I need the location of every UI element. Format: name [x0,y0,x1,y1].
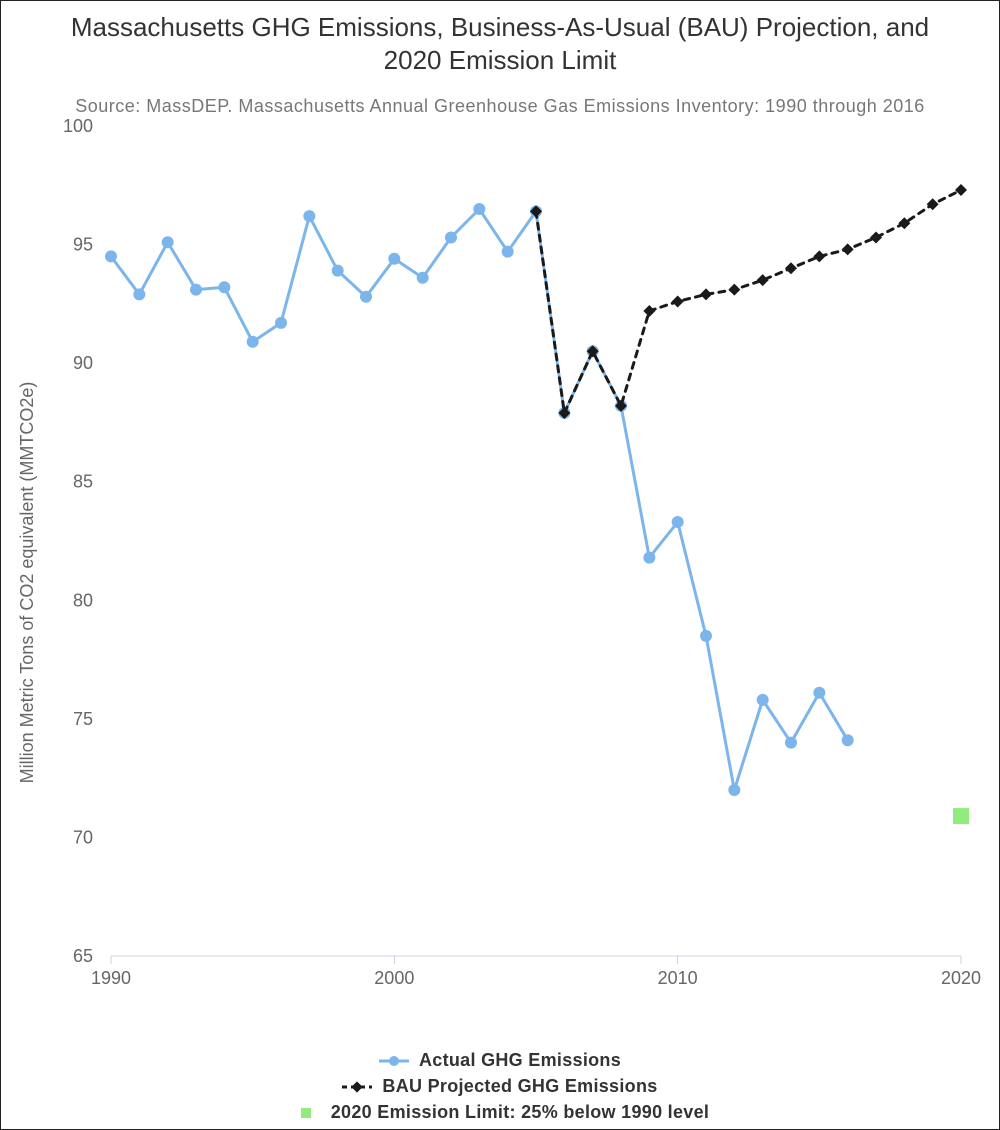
series-marker [162,236,174,248]
y-tick-label: 70 [73,828,93,848]
series-marker [672,296,684,308]
y-tick-label: 95 [73,235,93,255]
series-marker [842,734,854,746]
legend-label-bau: BAU Projected GHG Emissions [382,1076,657,1097]
legend-row-bau[interactable]: BAU Projected GHG Emissions [1,1076,999,1097]
series-line [111,209,848,790]
legend-sample-limit [291,1106,321,1120]
series-marker [303,210,315,222]
series-marker [700,630,712,642]
y-tick-label: 85 [73,472,93,492]
series-marker [785,737,797,749]
y-tick-label: 90 [73,353,93,373]
series-marker [417,272,429,284]
series-marker [275,317,287,329]
x-tick-label: 1990 [91,968,131,988]
series-marker [672,516,684,528]
series-marker [643,305,655,317]
series-marker [813,251,825,263]
chart-frame: { "title": "Massachusetts GHG Emissions,… [0,0,1000,1130]
series-marker [643,552,655,564]
series-marker [728,784,740,796]
series-marker [332,265,344,277]
series-marker [870,232,882,244]
y-tick-label: 80 [73,591,93,611]
series-marker [445,232,457,244]
legend-row-limit[interactable]: 2020 Emission Limit: 25% below 1990 leve… [1,1102,999,1123]
legend-row-actual[interactable]: Actual GHG Emissions [1,1050,999,1071]
series-marker [757,274,769,286]
series-marker [700,289,712,301]
series-marker [785,263,797,275]
series-marker [927,199,939,211]
legend-sample-actual [379,1054,409,1068]
y-tick-label: 75 [73,709,93,729]
series-marker [190,284,202,296]
legend-sample-bau [342,1080,372,1094]
series-marker [728,284,740,296]
series-marker [473,203,485,215]
x-tick-label: 2000 [374,968,414,988]
chart-plot: 65 70 75 80 85 90 95 100 1990 2000 2010 2020 Million… [1,118,1000,998]
series-marker [955,184,967,196]
x-tick-label: 2020 [941,968,981,988]
series-marker [388,253,400,265]
series-marker [813,687,825,699]
y-tick-label: 100 [63,118,93,136]
series-marker [842,244,854,256]
series-line [536,190,961,413]
series-marker [133,289,145,301]
series-marker [757,694,769,706]
chart-title: Massachusetts GHG Emissions, Business-As… [1,11,999,76]
series-marker [105,251,117,263]
series-marker [218,282,230,294]
series-marker [360,291,372,303]
series-marker [247,336,259,348]
y-tick-label: 65 [73,946,93,966]
legend-label-limit: 2020 Emission Limit: 25% below 1990 leve… [331,1102,709,1123]
series-marker [502,246,514,258]
y-axis-label: Million Metric Tons of CO2 equivalent (M… [17,382,37,784]
series-marker [953,808,969,824]
chart-subtitle: Source: MassDEP. Massachusetts Annual Gr… [1,94,999,118]
legend-label-actual: Actual GHG Emissions [419,1050,621,1071]
x-tick-label: 2010 [658,968,698,988]
